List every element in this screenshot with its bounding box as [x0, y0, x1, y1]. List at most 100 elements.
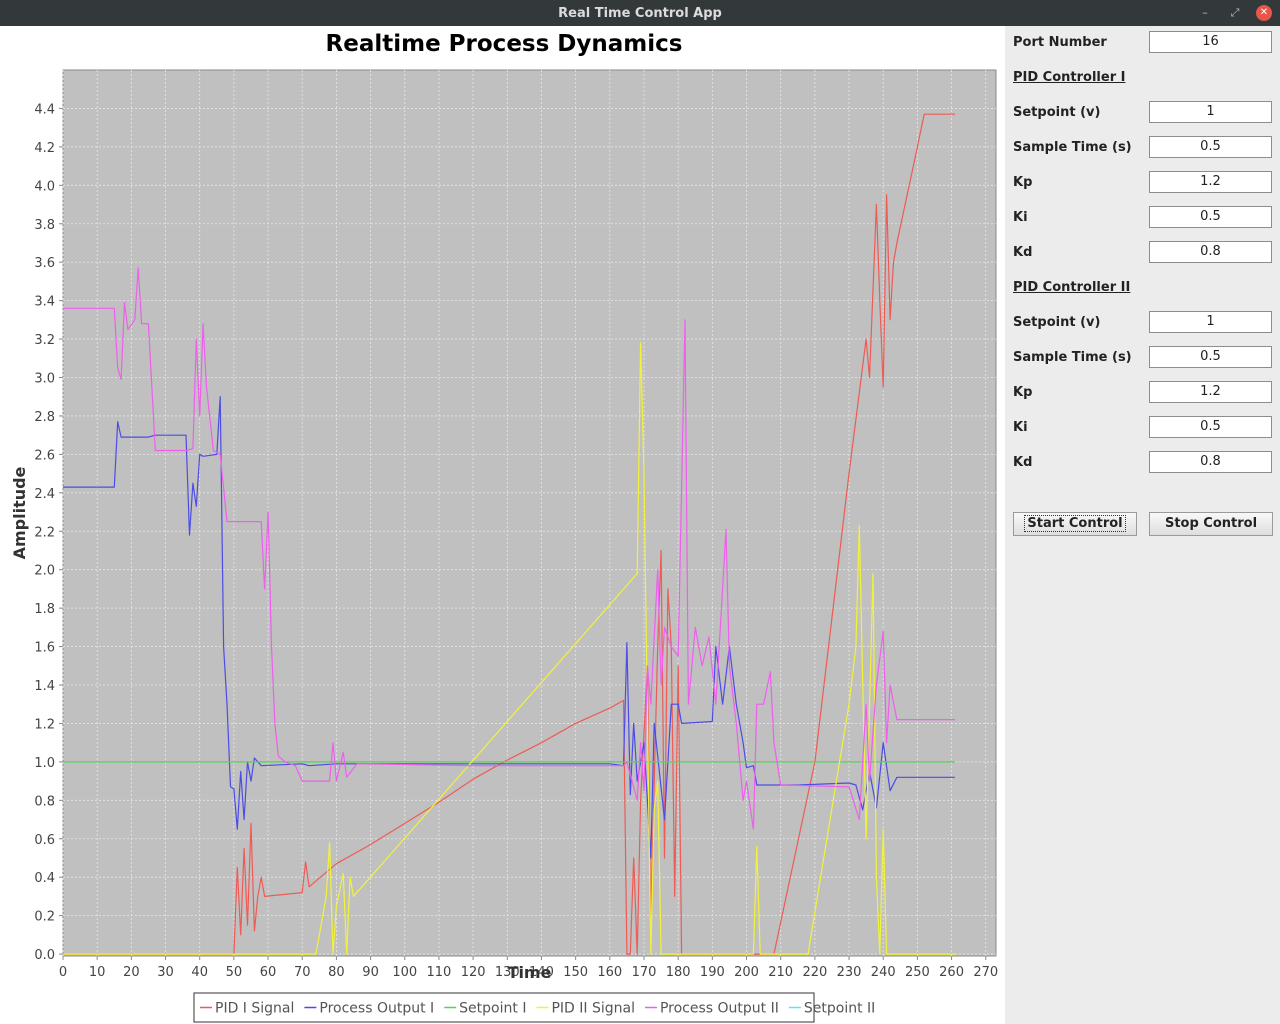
y-tick-label: 2.0 — [34, 564, 55, 579]
x-tick-label: 130 — [495, 965, 520, 980]
y-tick-label: 3.0 — [34, 372, 55, 387]
y-tick-label: 1.0 — [34, 756, 55, 771]
pid2-sample-field[interactable] — [1149, 346, 1272, 368]
window-title: Real Time Control App — [558, 6, 722, 21]
y-tick-label: 4.4 — [34, 102, 55, 117]
series-line-process-output-ii — [63, 267, 955, 830]
plot-area — [62, 69, 997, 957]
x-tick-label: 260 — [939, 965, 964, 980]
window-titlebar: Real Time Control App – ⤢ ✕ — [0, 0, 1280, 26]
pid2-ki-row: Ki — [1013, 416, 1272, 440]
legend-item: Process Output I — [319, 1001, 434, 1017]
x-tick-label: 50 — [226, 965, 243, 980]
stop-control-button[interactable]: Stop Control — [1149, 512, 1273, 536]
series-line-process-output-i — [63, 396, 955, 859]
x-tick-label: 190 — [700, 965, 725, 980]
y-tick-label: 0.6 — [34, 833, 55, 848]
control-panel: Port Number PID Controller I Setpoint (v… — [1005, 26, 1280, 1024]
port-number-field[interactable] — [1149, 31, 1272, 53]
pid2-kp-row: Kp — [1013, 381, 1272, 405]
pid2-ki-label: Ki — [1013, 420, 1028, 435]
pid2-setpoint-row: Setpoint (v) — [1013, 311, 1272, 335]
x-tick-label: 150 — [563, 965, 588, 980]
y-tick-label: 1.4 — [34, 679, 55, 694]
y-tick-label: 1.2 — [34, 717, 55, 732]
x-tick-label: 30 — [157, 965, 174, 980]
process-dynamics-chart: Realtime Process Dynamics 0 10 20 30 40 50 60 70… — [10, 31, 998, 1023]
x-tick-label: 210 — [768, 965, 793, 980]
y-tick-label: 3.6 — [34, 256, 55, 271]
minimize-icon[interactable]: – — [1202, 6, 1208, 19]
close-icon[interactable]: ✕ — [1256, 5, 1272, 21]
x-axis-label: Time — [508, 963, 552, 982]
legend-item: Setpoint I — [459, 1001, 526, 1017]
y-tick-label: 1.8 — [34, 602, 55, 617]
y-tick-label: 2.8 — [34, 410, 55, 425]
x-tick-label: 270 — [973, 965, 998, 980]
x-tick-label: 100 — [392, 965, 417, 980]
y-tick-label: 3.8 — [34, 218, 55, 233]
x-tick-label: 90 — [362, 965, 379, 980]
y-tick-label: 1.6 — [34, 641, 55, 656]
legend-item: Setpoint II — [804, 1001, 875, 1017]
y-tick-label: 0.8 — [34, 794, 55, 809]
pid1-setpoint-field[interactable] — [1149, 101, 1272, 123]
x-tick-label: 160 — [597, 965, 622, 980]
y-tick-label: 0.2 — [34, 910, 55, 925]
x-tick-label: 180 — [666, 965, 691, 980]
port-label: Port Number — [1013, 35, 1107, 50]
pid2-kd-row: Kd — [1013, 451, 1272, 475]
series-line-pid-ii-signal — [63, 342, 955, 955]
start-control-label: Start Control — [1024, 515, 1126, 532]
x-tick-label: 230 — [837, 965, 862, 980]
pid1-ki-label: Ki — [1013, 210, 1028, 225]
y-tick-label: 0.4 — [34, 871, 55, 886]
x-tick-label: 110 — [427, 965, 452, 980]
pid1-sample-label: Sample Time (s) — [1013, 140, 1132, 155]
y-tick-label: 2.6 — [34, 448, 55, 463]
pid2-kd-field[interactable] — [1149, 451, 1272, 473]
legend-box — [193, 992, 815, 1023]
pid2-kp-field[interactable] — [1149, 381, 1272, 403]
pid1-setpoint-label: Setpoint (v) — [1013, 105, 1101, 120]
x-tick-label: 220 — [802, 965, 827, 980]
x-tick-label: 250 — [905, 965, 930, 980]
pid1-section: PID Controller I — [1013, 66, 1271, 90]
pid1-kd-field[interactable] — [1149, 241, 1272, 263]
x-tick-label: 140 — [529, 965, 554, 980]
pid1-kp-row: Kp — [1013, 171, 1272, 195]
y-axis-label: Amplitude — [10, 466, 29, 559]
chart-title: Realtime Process Dynamics — [326, 31, 683, 57]
x-tick-label: 70 — [294, 965, 311, 980]
y-tick-label: 4.2 — [34, 141, 55, 156]
pid1-kd-label: Kd — [1013, 245, 1033, 260]
series-line-pid-i-signal — [63, 113, 955, 955]
x-tick-label: 40 — [191, 965, 208, 980]
pid1-kd-row: Kd — [1013, 241, 1272, 265]
x-tick-label: 170 — [632, 965, 657, 980]
pid2-sample-label: Sample Time (s) — [1013, 350, 1132, 365]
pid2-setpoint-field[interactable] — [1149, 311, 1272, 333]
x-tick-label: 10 — [89, 965, 106, 980]
x-tick-label: 0 — [59, 965, 67, 980]
start-control-button[interactable]: Start Control — [1013, 512, 1137, 536]
pid1-setpoint-row: Setpoint (v) — [1013, 101, 1272, 125]
x-tick-label: 80 — [328, 965, 345, 980]
pid1-ki-field[interactable] — [1149, 206, 1272, 228]
y-tick-label: 4.0 — [34, 179, 55, 194]
maximize-icon[interactable]: ⤢ — [1230, 6, 1240, 19]
pid1-sample-field[interactable] — [1149, 136, 1272, 158]
pid1-kp-field[interactable] — [1149, 171, 1272, 193]
pid1-kp-label: Kp — [1013, 175, 1033, 190]
legend-item: Process Output II — [660, 1001, 779, 1017]
pid1-ki-row: Ki — [1013, 206, 1272, 230]
pid2-ki-field[interactable] — [1149, 416, 1272, 438]
y-tick-label: 0.0 — [34, 948, 55, 963]
pid2-kd-label: Kd — [1013, 455, 1033, 470]
pid2-kp-label: Kp — [1013, 385, 1033, 400]
legend-item: PID II Signal — [551, 1001, 635, 1017]
x-tick-label: 120 — [461, 965, 486, 980]
pid1-title: PID Controller I — [1013, 70, 1126, 85]
pid2-section: PID Controller II — [1013, 276, 1271, 300]
y-tick-label: 3.2 — [34, 333, 55, 348]
